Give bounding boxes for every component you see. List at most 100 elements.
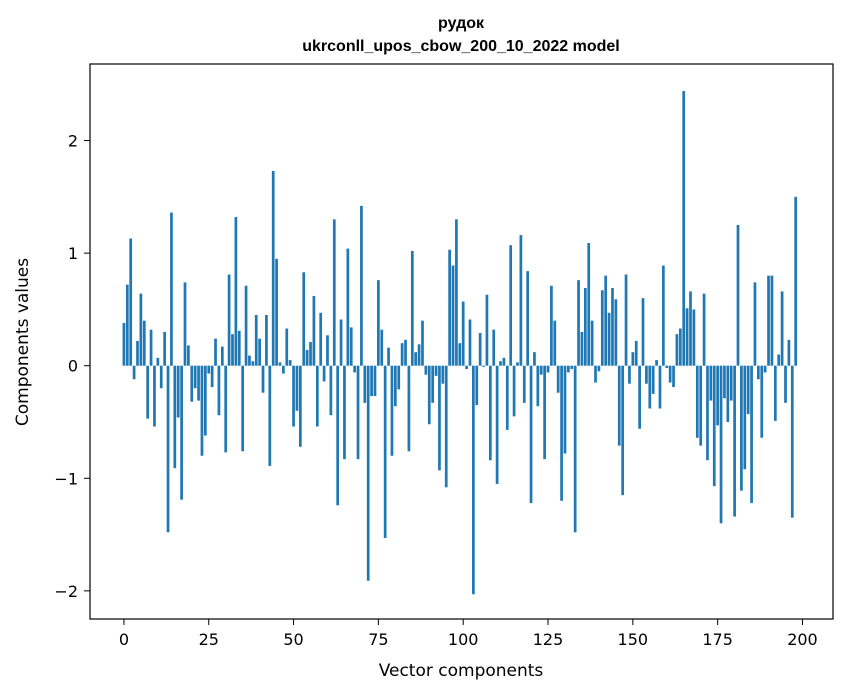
bar-163 (675, 334, 679, 366)
chart-title-line-2: ukrconll_upos_cbow_200_10_2022 model (302, 38, 619, 55)
bar-165 (682, 91, 686, 366)
bar-71 (363, 365, 367, 403)
bar-169 (695, 365, 699, 438)
bar-41 (261, 365, 265, 393)
bar-82 (400, 343, 404, 366)
bar-181 (736, 224, 740, 366)
bar-172 (706, 365, 709, 461)
bar-18 (183, 282, 187, 366)
bar-91 (431, 365, 435, 403)
bar-43 (268, 365, 272, 466)
y-tick-label: 1 (68, 244, 78, 263)
bar-88 (421, 320, 424, 366)
bar-149 (628, 365, 631, 384)
bar-150 (631, 352, 635, 366)
bar-188 (760, 365, 764, 438)
bar-80 (393, 365, 397, 407)
bar-107 (485, 294, 489, 366)
bar-30 (224, 365, 228, 453)
bar-158 (658, 365, 662, 409)
bar-15 (173, 365, 177, 469)
bar-83 (404, 339, 407, 366)
bar-13 (166, 365, 170, 533)
bar-48 (285, 328, 289, 366)
bar-65 (343, 365, 346, 460)
bar-118 (522, 365, 526, 403)
bar-57 (315, 365, 319, 427)
bar-196 (787, 339, 791, 366)
bar-177 (723, 365, 726, 399)
bar-142 (604, 275, 608, 366)
bar-76 (380, 329, 384, 366)
bar-0 (122, 322, 126, 366)
bar-23 (200, 365, 204, 456)
bar-95 (444, 365, 448, 488)
bar-103 (472, 365, 475, 595)
bar-66 (346, 248, 350, 366)
bar-92 (434, 365, 438, 376)
bar-110 (495, 365, 499, 484)
bar-160 (665, 365, 669, 368)
bar-61 (329, 365, 333, 416)
bar-87 (417, 344, 421, 366)
bar-97 (451, 265, 455, 366)
y-axis-ticks: −2 −1 0 1 2 (54, 132, 90, 601)
bar-77 (383, 365, 387, 538)
bar-180 (733, 365, 736, 517)
bar-14 (170, 212, 173, 366)
bar-140 (597, 365, 601, 372)
x-tick-label: 0 (119, 630, 129, 649)
bar-117 (519, 235, 523, 366)
bar-46 (278, 362, 282, 366)
bar-69 (356, 365, 360, 460)
bar-49 (288, 360, 292, 366)
bar-189 (763, 365, 767, 373)
bar-144 (611, 288, 614, 366)
bar-124 (543, 365, 546, 460)
bar-151 (634, 340, 638, 366)
plot-frame (89, 63, 834, 620)
bar-182 (740, 365, 743, 491)
bar-194 (780, 291, 784, 366)
bar-26 (210, 365, 214, 388)
bar-74 (373, 365, 377, 397)
bar-99 (458, 343, 462, 366)
bar-195 (784, 365, 787, 403)
bar-162 (672, 365, 675, 388)
bar-34 (237, 330, 241, 366)
x-tick-label: 50 (283, 630, 303, 649)
bar-78 (387, 347, 390, 366)
bar-153 (641, 298, 645, 366)
bar-170 (699, 365, 703, 446)
bar-52 (298, 365, 302, 447)
bar-7 (146, 365, 150, 419)
bar-51 (295, 365, 299, 411)
bar-31 (227, 274, 231, 366)
bar-122 (536, 365, 540, 407)
bar-141 (600, 290, 604, 366)
bar-159 (662, 265, 665, 366)
bar-2 (129, 238, 133, 366)
bar-161 (668, 365, 672, 383)
bar-40 (258, 338, 261, 366)
y-tick-label: −1 (54, 469, 78, 488)
bar-3 (132, 365, 136, 380)
bar-137 (587, 243, 591, 366)
bar-123 (539, 365, 543, 375)
bar-192 (773, 365, 777, 421)
bar-104 (475, 365, 479, 406)
bar-126 (550, 285, 553, 366)
bar-173 (709, 365, 713, 401)
bar-63 (336, 365, 340, 506)
bar-109 (492, 329, 496, 366)
bar-111 (499, 361, 502, 366)
bar-185 (750, 365, 753, 504)
bar-54 (305, 349, 309, 366)
bar-86 (414, 352, 418, 366)
bar-85 (410, 250, 414, 366)
bar-96 (448, 249, 451, 366)
bar-6 (142, 320, 146, 366)
bar-197 (790, 365, 794, 518)
bar-114 (509, 245, 513, 366)
